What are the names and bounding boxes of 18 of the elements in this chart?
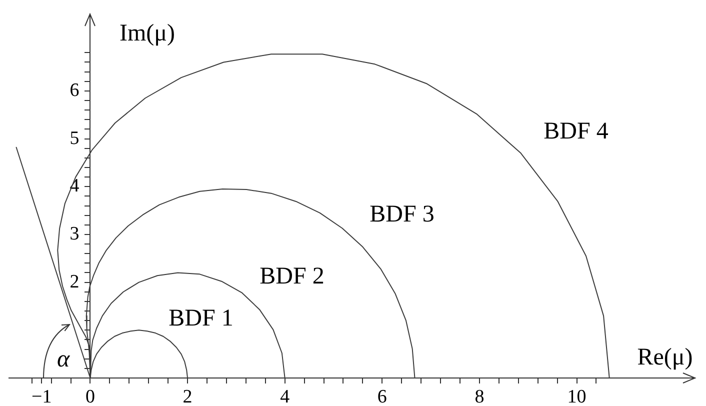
- y-tick-label: 2: [70, 271, 80, 292]
- x-tick-label: 10: [567, 386, 586, 406]
- series-label: BDF 2: [260, 263, 324, 290]
- x-tick-label: 4: [280, 386, 290, 406]
- y-axis-title: Im(μ): [119, 20, 176, 47]
- x-tick-label: 8: [474, 386, 484, 406]
- x-tick-label: −1: [31, 386, 52, 406]
- annotation: α: [56, 346, 70, 372]
- y-tick-label: 3: [70, 223, 80, 244]
- series-label: BDF 1: [168, 305, 234, 332]
- x-tick-label: 0: [86, 386, 95, 406]
- series-label: BDF 4: [544, 118, 608, 144]
- x-tick-label: 2: [182, 386, 192, 406]
- x-axis-title: Re(μ): [637, 344, 693, 370]
- series-label: BDF 3: [370, 201, 434, 228]
- y-tick-label: 6: [70, 80, 80, 101]
- y-tick-label: 5: [70, 128, 80, 149]
- x-tick-label: 6: [377, 386, 387, 406]
